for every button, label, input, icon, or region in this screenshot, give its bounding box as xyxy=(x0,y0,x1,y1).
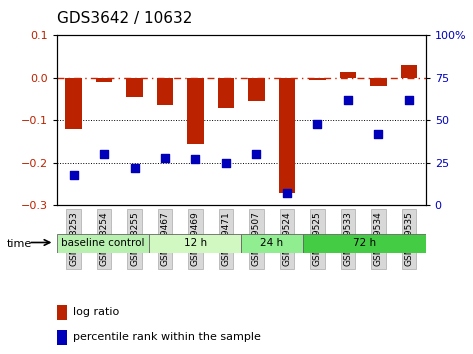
Point xyxy=(100,152,108,157)
Text: percentile rank within the sample: percentile rank within the sample xyxy=(73,332,261,342)
FancyBboxPatch shape xyxy=(241,234,303,253)
Point xyxy=(222,160,230,166)
Text: 72 h: 72 h xyxy=(353,238,376,249)
Point xyxy=(344,97,352,103)
Bar xyxy=(57,330,67,344)
Text: log ratio: log ratio xyxy=(73,307,120,317)
Bar xyxy=(126,78,143,97)
Point xyxy=(283,190,291,196)
Bar xyxy=(370,78,387,86)
Point xyxy=(314,121,321,127)
Bar xyxy=(279,78,295,193)
FancyBboxPatch shape xyxy=(57,234,149,253)
FancyBboxPatch shape xyxy=(303,234,426,253)
Bar xyxy=(187,78,204,144)
Text: baseline control: baseline control xyxy=(61,238,145,249)
Text: 12 h: 12 h xyxy=(184,238,207,249)
Bar xyxy=(96,78,113,82)
Point xyxy=(161,155,169,161)
Text: 24 h: 24 h xyxy=(261,238,283,249)
Point xyxy=(253,152,260,157)
Text: GDS3642 / 10632: GDS3642 / 10632 xyxy=(57,11,192,25)
Bar xyxy=(248,78,265,101)
Bar xyxy=(65,78,82,129)
Point xyxy=(405,97,413,103)
Point xyxy=(192,156,199,162)
Bar xyxy=(157,78,174,105)
FancyBboxPatch shape xyxy=(149,234,241,253)
Bar xyxy=(401,65,417,78)
Bar xyxy=(340,72,356,78)
Bar xyxy=(309,78,326,80)
Point xyxy=(70,172,77,178)
Bar xyxy=(218,78,234,108)
Bar xyxy=(57,305,67,320)
Text: time: time xyxy=(7,239,32,249)
Point xyxy=(131,165,138,171)
Point xyxy=(375,131,382,137)
